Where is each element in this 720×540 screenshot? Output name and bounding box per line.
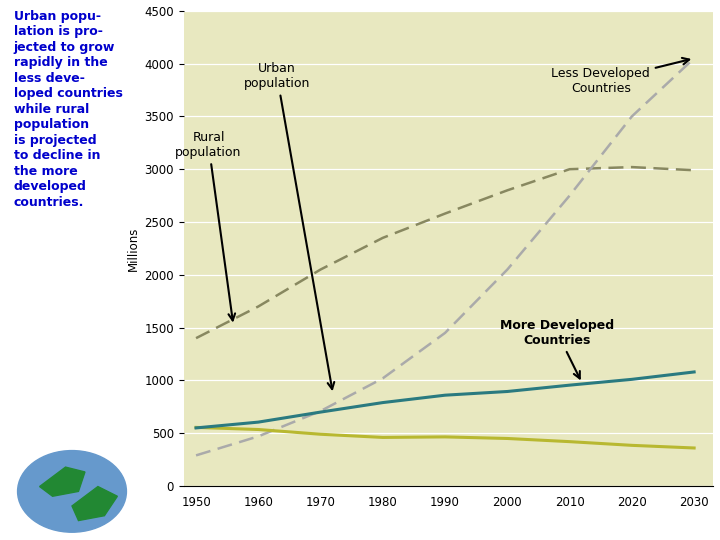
Text: Urban
population: Urban population xyxy=(244,62,334,389)
Polygon shape xyxy=(40,467,85,496)
Y-axis label: Millions: Millions xyxy=(127,226,140,271)
Text: More Developed
Countries: More Developed Countries xyxy=(500,319,614,379)
Text: Less Developed
Countries: Less Developed Countries xyxy=(552,58,689,95)
Text: Rural
population: Rural population xyxy=(175,131,242,320)
Circle shape xyxy=(17,450,127,532)
Text: Urban popu-
lation is pro-
jected to grow
rapidly in the
less deve-
loped countr: Urban popu- lation is pro- jected to gro… xyxy=(14,10,122,208)
Polygon shape xyxy=(72,487,117,521)
